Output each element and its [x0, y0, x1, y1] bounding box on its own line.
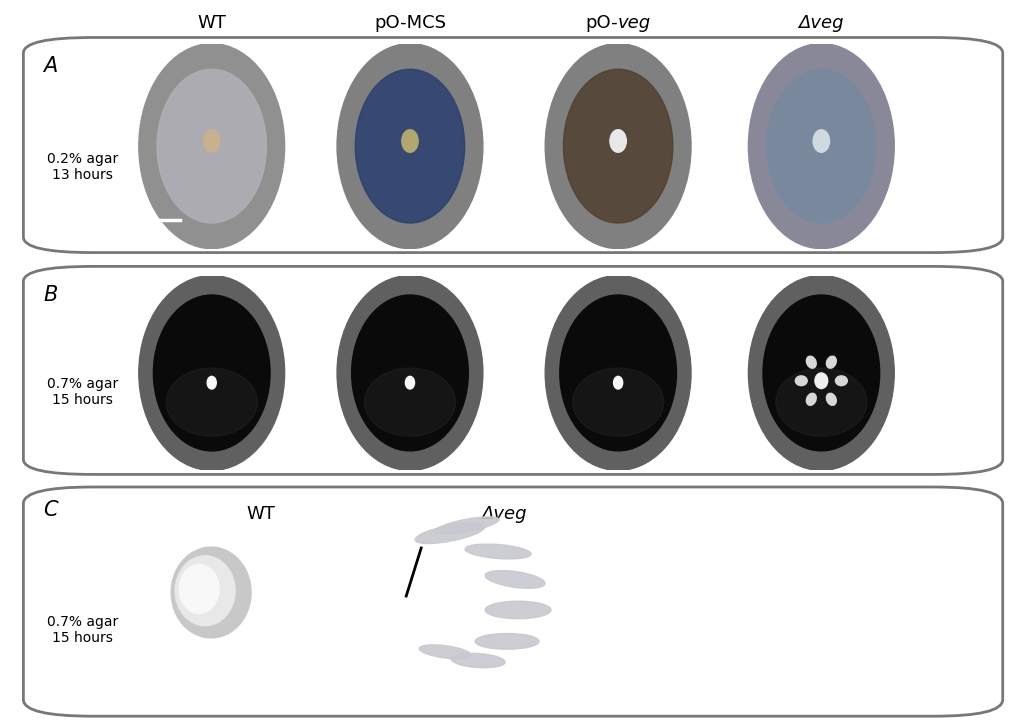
Ellipse shape — [337, 44, 483, 249]
Ellipse shape — [365, 368, 456, 436]
Ellipse shape — [550, 282, 686, 464]
Ellipse shape — [342, 282, 478, 464]
Ellipse shape — [148, 288, 275, 458]
Ellipse shape — [758, 288, 885, 458]
Text: WT: WT — [198, 14, 226, 32]
Ellipse shape — [415, 523, 485, 544]
Text: WT: WT — [247, 505, 275, 523]
Text: Δveg: Δveg — [799, 14, 844, 32]
Ellipse shape — [758, 57, 885, 236]
Ellipse shape — [342, 51, 478, 241]
Ellipse shape — [179, 565, 219, 614]
Ellipse shape — [465, 544, 531, 559]
Text: pO-MCS: pO-MCS — [374, 14, 446, 32]
Ellipse shape — [806, 393, 816, 406]
Ellipse shape — [355, 69, 465, 223]
Ellipse shape — [555, 288, 682, 458]
Ellipse shape — [372, 575, 412, 617]
Ellipse shape — [207, 377, 216, 389]
Ellipse shape — [545, 44, 691, 249]
Ellipse shape — [749, 44, 894, 249]
Ellipse shape — [139, 276, 285, 470]
Ellipse shape — [166, 368, 257, 436]
Ellipse shape — [475, 633, 539, 649]
Ellipse shape — [406, 377, 415, 389]
Ellipse shape — [154, 295, 270, 451]
Ellipse shape — [796, 376, 807, 385]
Ellipse shape — [776, 368, 867, 436]
Text: veg: veg — [618, 14, 651, 32]
Ellipse shape — [749, 276, 894, 470]
Ellipse shape — [401, 129, 418, 152]
Ellipse shape — [139, 44, 285, 249]
Ellipse shape — [763, 295, 880, 451]
Text: A: A — [43, 56, 57, 76]
Ellipse shape — [545, 276, 691, 470]
Text: 0.7% agar
15 hours: 0.7% agar 15 hours — [47, 615, 119, 645]
Ellipse shape — [154, 64, 270, 228]
Ellipse shape — [763, 64, 880, 228]
Text: Δveg: Δveg — [481, 505, 527, 523]
Ellipse shape — [613, 377, 623, 389]
Ellipse shape — [555, 57, 682, 236]
Ellipse shape — [485, 601, 551, 619]
Ellipse shape — [346, 57, 473, 236]
Ellipse shape — [144, 51, 280, 241]
Ellipse shape — [171, 547, 251, 638]
Ellipse shape — [175, 556, 236, 626]
Ellipse shape — [572, 368, 664, 436]
Text: 0.7% agar
15 hours: 0.7% agar 15 hours — [47, 377, 119, 407]
Ellipse shape — [560, 295, 677, 451]
Ellipse shape — [806, 356, 816, 368]
Ellipse shape — [610, 129, 627, 152]
Ellipse shape — [550, 51, 686, 241]
Text: C: C — [43, 500, 57, 520]
Ellipse shape — [813, 129, 829, 152]
Ellipse shape — [144, 282, 280, 464]
Ellipse shape — [337, 276, 483, 470]
Ellipse shape — [346, 288, 473, 458]
FancyBboxPatch shape — [24, 266, 1002, 475]
Ellipse shape — [452, 654, 505, 667]
Ellipse shape — [754, 282, 889, 464]
Ellipse shape — [826, 393, 837, 406]
Ellipse shape — [836, 376, 847, 385]
Ellipse shape — [204, 129, 220, 152]
FancyBboxPatch shape — [24, 487, 1002, 716]
Ellipse shape — [560, 64, 677, 228]
Ellipse shape — [148, 57, 275, 236]
FancyBboxPatch shape — [24, 38, 1002, 252]
Ellipse shape — [485, 571, 545, 588]
Ellipse shape — [815, 373, 827, 388]
Ellipse shape — [826, 356, 837, 368]
Text: B: B — [43, 284, 57, 305]
Ellipse shape — [351, 295, 468, 451]
Text: pO-: pO- — [586, 14, 618, 32]
Ellipse shape — [351, 64, 468, 228]
Ellipse shape — [419, 645, 471, 659]
Ellipse shape — [157, 69, 266, 223]
Text: 0.2% agar
13 hours: 0.2% agar 13 hours — [47, 152, 119, 182]
Ellipse shape — [754, 51, 889, 241]
Ellipse shape — [767, 69, 876, 223]
Ellipse shape — [435, 517, 499, 534]
Ellipse shape — [563, 69, 673, 223]
